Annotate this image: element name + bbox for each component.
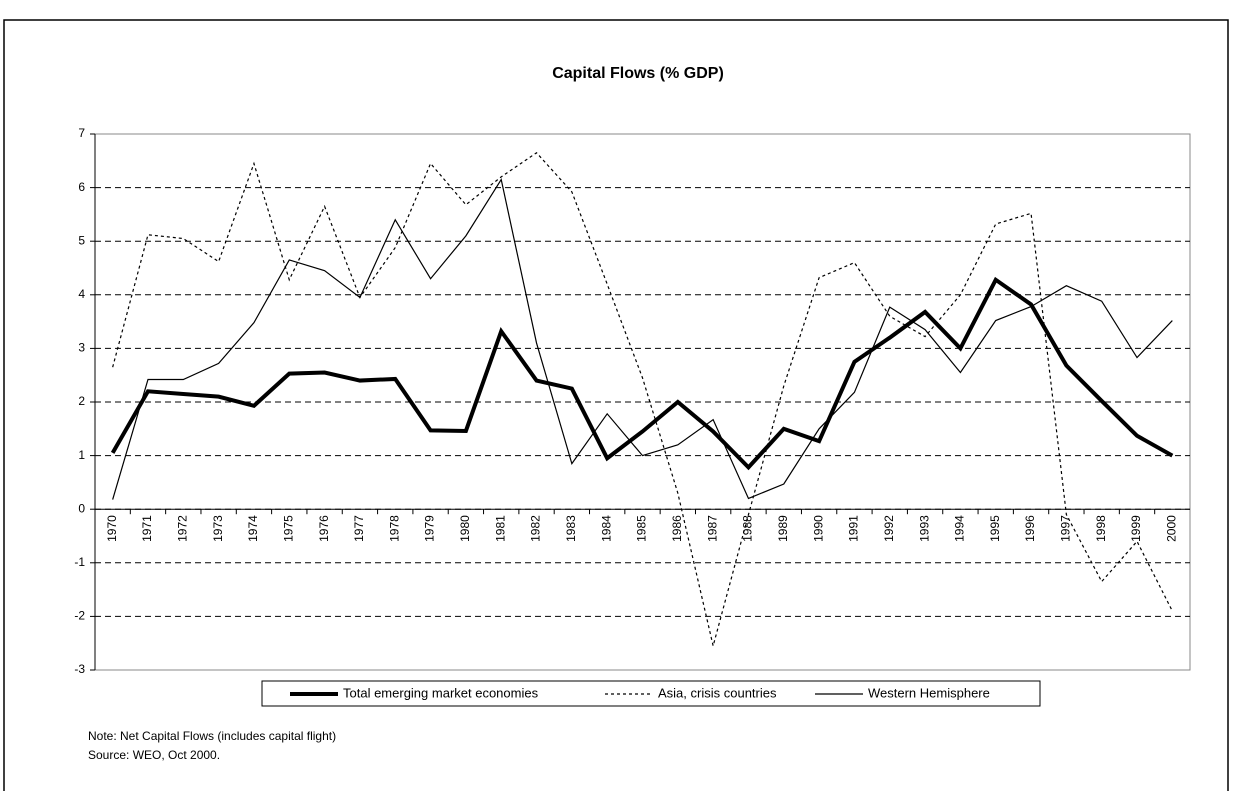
x-tick-label: 1972 bbox=[175, 515, 189, 542]
x-tick-label: 1981 bbox=[493, 515, 507, 542]
x-tick-label: 1989 bbox=[776, 515, 790, 542]
x-tick-label: 1996 bbox=[1023, 515, 1037, 542]
x-tick-label: 1974 bbox=[246, 515, 260, 542]
x-tick-label: 1988 bbox=[741, 515, 755, 542]
chart-title: Capital Flows (% GDP) bbox=[552, 65, 724, 82]
y-tick-label: -1 bbox=[74, 555, 85, 569]
x-tick-label: 1984 bbox=[599, 515, 613, 542]
legend-label: Asia, crisis countries bbox=[658, 685, 777, 700]
x-tick-label: 1978 bbox=[387, 515, 401, 542]
x-tick-label: 1990 bbox=[811, 515, 825, 542]
x-tick-label: 1998 bbox=[1094, 515, 1108, 542]
x-tick-label: 1992 bbox=[882, 515, 896, 542]
y-tick-label: 7 bbox=[78, 126, 85, 140]
x-tick-label: 1993 bbox=[917, 515, 931, 542]
x-tick-label: 1991 bbox=[847, 515, 861, 542]
x-tick-label: 1986 bbox=[670, 515, 684, 542]
legend-box bbox=[261, 680, 1041, 707]
x-tick-label: 1971 bbox=[140, 515, 154, 542]
x-tick-label: 1999 bbox=[1129, 515, 1143, 542]
x-tick-label: 1987 bbox=[705, 515, 719, 542]
x-tick-label: 1979 bbox=[423, 515, 437, 542]
y-tick-label: 0 bbox=[78, 501, 85, 515]
x-tick-label: 1980 bbox=[458, 515, 472, 542]
y-tick-label: 3 bbox=[78, 341, 85, 355]
y-tick-label: 1 bbox=[78, 448, 85, 462]
x-tick-label: 1973 bbox=[211, 515, 225, 542]
legend-label: Total emerging market economies bbox=[343, 685, 539, 700]
x-tick-label: 1975 bbox=[281, 515, 295, 542]
series-line bbox=[110, 276, 1174, 471]
source: Source: WEO, Oct 2000. bbox=[88, 748, 220, 762]
y-tick-label: 5 bbox=[78, 233, 85, 247]
series-line bbox=[112, 177, 1173, 500]
x-tick-label: 1995 bbox=[988, 515, 1002, 542]
y-tick-label: 4 bbox=[78, 287, 85, 301]
x-tick-label: 1983 bbox=[564, 515, 578, 542]
note: Note: Net Capital Flows (includes capita… bbox=[88, 729, 336, 743]
x-tick-label: 1977 bbox=[352, 515, 366, 542]
y-tick-label: 2 bbox=[78, 394, 85, 408]
x-tick-label: 1985 bbox=[635, 515, 649, 542]
y-tick-label: -3 bbox=[74, 662, 85, 676]
legend-label: Western Hemisphere bbox=[868, 685, 990, 700]
y-tick-label: -2 bbox=[74, 609, 85, 623]
x-tick-label: 1997 bbox=[1059, 515, 1073, 542]
x-tick-label: 2000 bbox=[1165, 515, 1179, 542]
x-tick-label: 1994 bbox=[953, 515, 967, 542]
y-tick-label: 6 bbox=[78, 180, 85, 194]
x-tick-label: 1982 bbox=[529, 515, 543, 542]
frame bbox=[3, 19, 1229, 791]
x-tick-label: 1970 bbox=[105, 515, 119, 542]
x-tick-label: 1976 bbox=[317, 515, 331, 542]
series-line bbox=[112, 151, 1173, 647]
